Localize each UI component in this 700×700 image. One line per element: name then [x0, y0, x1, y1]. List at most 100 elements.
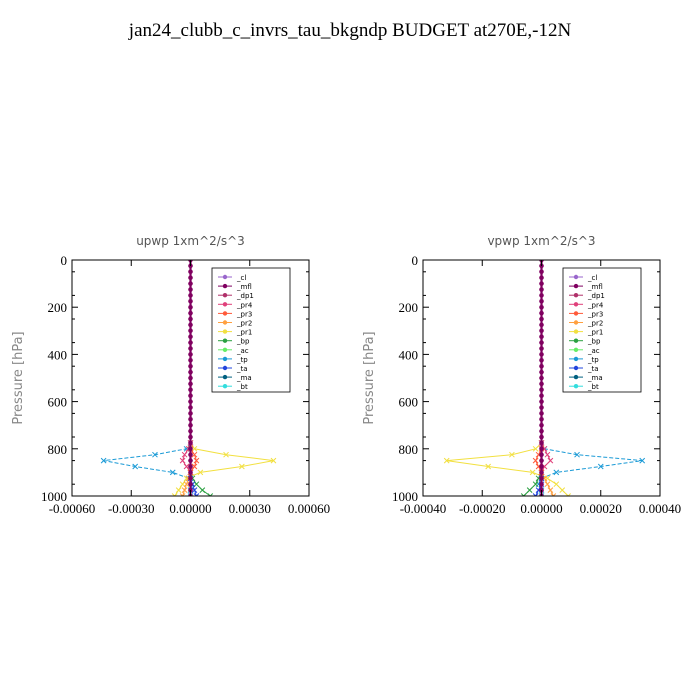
y-tick-label: 200 — [48, 300, 68, 315]
data-point — [539, 322, 544, 328]
legend-swatch-marker — [222, 320, 228, 325]
data-point — [539, 476, 544, 481]
data-point — [532, 481, 539, 488]
data-point — [188, 281, 193, 286]
data-point — [197, 469, 204, 476]
y-axis-label: Pressure [hPa] — [11, 331, 26, 424]
legend-swatch-marker — [573, 374, 579, 380]
legend-swatch-marker — [222, 302, 228, 307]
data-point — [188, 328, 193, 334]
legend-label: _pr1 — [587, 329, 603, 337]
data-point — [559, 487, 566, 493]
legend-swatch-marker — [573, 365, 579, 371]
data-point — [188, 458, 193, 463]
data-point — [188, 399, 193, 404]
data-point — [509, 451, 515, 458]
legend-item: _ac — [218, 347, 249, 355]
data-point — [532, 445, 539, 452]
legend-item: _pr4 — [569, 301, 604, 309]
data-point — [547, 487, 554, 493]
data-point — [565, 493, 572, 496]
data-point — [529, 469, 536, 476]
legend-label: _pr4 — [236, 301, 253, 309]
y-axis-label: Pressure [hPa] — [362, 331, 377, 424]
x-tick-label: -0.00030 — [108, 501, 155, 516]
data-point — [539, 428, 544, 434]
legend-label: _ma — [587, 374, 603, 382]
series-mfl — [539, 260, 544, 496]
data-point — [539, 434, 544, 440]
legend-label: _cl — [587, 274, 597, 282]
data-point — [539, 269, 544, 275]
legend-label: _ta — [236, 365, 248, 373]
legend-label: _bp — [236, 338, 250, 346]
legend-label: _dp1 — [587, 292, 605, 300]
data-point — [443, 457, 450, 464]
legend-item: _ma — [569, 374, 603, 382]
page-title: jan24_clubb_c_invrs_tau_bkgndp BUDGET at… — [128, 20, 572, 41]
x-tick-label: -0.00040 — [400, 501, 447, 516]
data-point — [188, 422, 193, 428]
legend-swatch-marker — [222, 356, 228, 362]
legend-swatch-marker — [573, 356, 579, 362]
legend-swatch-marker — [222, 274, 228, 280]
data-point — [544, 451, 551, 458]
data-point — [547, 457, 554, 464]
data-point — [539, 381, 544, 387]
data-point — [132, 463, 139, 470]
data-point — [238, 463, 245, 470]
chart-title: vpwp 1xm^2/s^3 — [487, 234, 595, 248]
legend-item: _tp — [569, 356, 599, 364]
data-point — [539, 275, 544, 281]
legend-item: _ta — [218, 365, 248, 373]
legend-swatch-marker — [222, 283, 228, 289]
data-point — [539, 440, 544, 446]
data-point — [188, 299, 193, 304]
data-point — [188, 310, 193, 316]
data-point — [532, 457, 539, 464]
data-point — [539, 358, 544, 363]
y-tick-label: 600 — [48, 395, 68, 410]
data-point — [539, 369, 544, 375]
data-point — [539, 328, 544, 334]
data-point — [188, 275, 193, 281]
data-point — [199, 487, 206, 493]
legend: _cl_mfl_dp1_pr4_pr3_pr2_pr1_bp_ac_tp_ta_… — [211, 267, 291, 393]
data-point — [188, 346, 193, 351]
series-mfl — [188, 260, 193, 496]
y-tick-label: 1000 — [41, 489, 67, 504]
y-tick-label: 1000 — [392, 489, 418, 504]
legend-item: _bt — [569, 383, 599, 391]
legend-swatch-marker — [222, 365, 228, 371]
data-point — [539, 422, 544, 428]
legend-label: _cl — [236, 274, 246, 282]
data-point — [574, 451, 580, 458]
data-point — [181, 487, 188, 493]
x-tick-label: -0.00060 — [49, 501, 96, 516]
legend-swatch-marker — [222, 374, 228, 380]
legend-label: _bp — [587, 338, 601, 346]
data-point — [520, 493, 527, 496]
data-point — [188, 358, 193, 363]
y-tick-label: 800 — [48, 442, 68, 457]
data-point — [539, 446, 544, 452]
legend-item: _ta — [569, 365, 599, 373]
data-point — [191, 487, 198, 493]
data-point — [188, 269, 193, 275]
legend-label: _ac — [236, 347, 249, 355]
legend-item: _bp — [569, 338, 601, 346]
data-point — [188, 476, 193, 481]
data-point — [539, 281, 544, 286]
y-tick-label: 0 — [412, 253, 419, 268]
data-point — [188, 446, 193, 452]
legend-item: _pr3 — [569, 310, 603, 318]
data-point — [539, 458, 544, 463]
legend-label: _ac — [587, 347, 600, 355]
x-tick-label: 0.00020 — [580, 501, 622, 516]
legend-swatch-marker — [222, 338, 228, 343]
legend-swatch-marker — [222, 329, 228, 334]
data-point — [169, 469, 176, 476]
series-line — [174, 442, 274, 496]
data-point — [539, 464, 544, 469]
